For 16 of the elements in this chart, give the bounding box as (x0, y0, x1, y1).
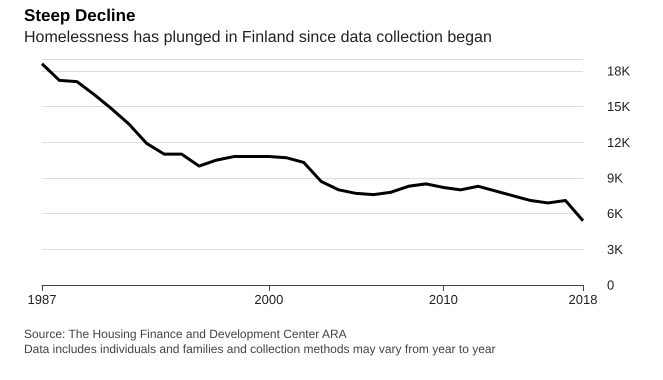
y-tick-label: 0 (607, 278, 614, 292)
source-note: Source: The Housing Finance and Development Center ARA (24, 327, 348, 342)
x-tick-label: 2018 (568, 292, 598, 307)
x-tick-label: 1987 (28, 292, 56, 307)
y-tick-label: 6K (607, 206, 624, 222)
y-tick-label: 3K (607, 242, 624, 257)
y-tick-label: 9K (607, 170, 624, 186)
x-tick-label: 2010 (428, 292, 458, 307)
y-tick-label: 15K (607, 99, 630, 114)
chart-title: Steep Decline (24, 6, 136, 26)
x-tick-label: 2000 (254, 292, 284, 307)
y-tick-label: 12K (607, 134, 630, 150)
chart-subtitle: Homelessness has plunged in Finland since data collection began (24, 29, 492, 47)
line-series (40, 62, 584, 222)
y-tick-label: 18K (607, 63, 630, 78)
text: Data includes individuals and families and collection methods may vary from year to year (24, 342, 496, 357)
